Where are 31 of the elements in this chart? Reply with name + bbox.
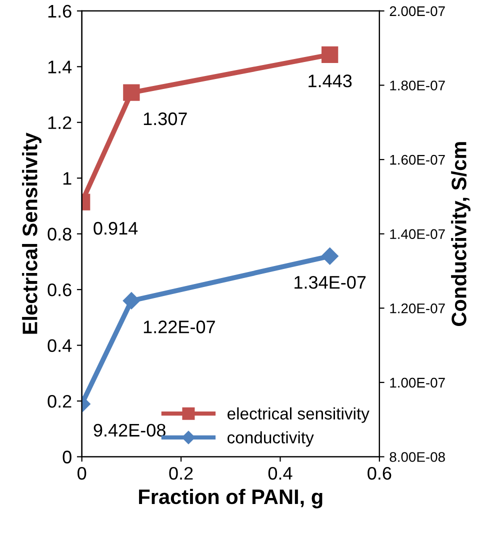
y2-tick-label: 8.00E-08 <box>390 452 445 462</box>
legend-label: electrical sensitivity <box>228 407 370 423</box>
data-label: 1.443 <box>308 74 352 88</box>
x-axis-title: Fraction of PANI, g <box>139 488 322 508</box>
data-label: 1.34E-07 <box>294 276 366 289</box>
y-tick-label: 1.6 <box>48 4 72 18</box>
y-tick-label: 0.8 <box>48 228 72 241</box>
x-tick-label: 0 <box>78 466 86 480</box>
y-tick-label: 1 <box>63 172 72 185</box>
x-tick-label: 0.4 <box>268 466 292 480</box>
y-tick-label: 0.2 <box>48 394 72 408</box>
data-label: 1.307 <box>144 112 187 126</box>
y2-axis-title: Conductivity, S/cm <box>451 142 471 326</box>
y2-tick-label: 1.80E-07 <box>390 80 445 90</box>
data-label: 1.22E-07 <box>144 320 215 334</box>
x-tick-label: 0.2 <box>169 466 193 480</box>
y-axis-title: Electrical Sensitivity <box>22 132 42 334</box>
y-tick-label: 0 <box>62 450 72 464</box>
data-label: 9.42E-08 <box>94 424 166 437</box>
legend-label: conductivity <box>228 431 314 447</box>
y-tick-label: 1.2 <box>48 116 72 129</box>
y2-tick-label: 1.20E-07 <box>390 303 445 314</box>
y2-tick-label: 1.00E-07 <box>390 378 445 388</box>
y2-tick-label: 1.60E-07 <box>390 154 445 165</box>
x-tick-label: 0.6 <box>368 466 392 480</box>
y-tick-label: 0.4 <box>48 339 72 352</box>
y2-tick-label: 1.40E-07 <box>390 229 445 240</box>
y2-tick-label: 2.00E-07 <box>390 6 445 16</box>
y-tick-label: 0.6 <box>48 284 72 296</box>
y-tick-label: 1.4 <box>48 60 72 74</box>
data-label: 0.914 <box>94 222 138 235</box>
